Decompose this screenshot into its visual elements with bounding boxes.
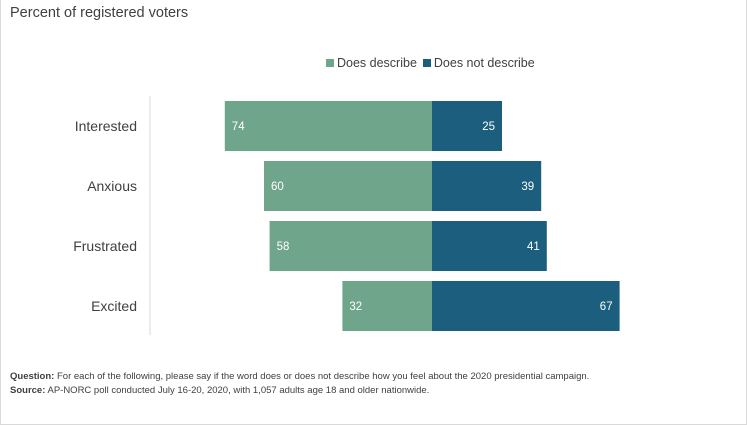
bar-not-describe-interested bbox=[432, 101, 502, 151]
data-label-not-describe-excited: 67 bbox=[600, 301, 613, 313]
question-label: Question: bbox=[10, 371, 55, 382]
source-text: AP-NORC poll conducted July 16-20, 2020,… bbox=[45, 385, 430, 396]
legend-item-not-describe: Does not describe bbox=[422, 56, 535, 70]
bar-describe-interested bbox=[224, 101, 432, 151]
chart-subtitle: Percent of registered voters bbox=[10, 5, 189, 21]
legend-swatch-describe bbox=[326, 59, 334, 67]
bar-describe-anxious bbox=[264, 161, 432, 211]
bar-not-describe-frustrated bbox=[432, 221, 547, 271]
question-note: Question: For each of the following, ple… bbox=[10, 370, 589, 384]
legend: Does describe Does not describe bbox=[326, 56, 541, 70]
bar-not-describe-excited bbox=[432, 281, 620, 331]
source-note: Source: AP-NORC poll conducted July 16-2… bbox=[10, 384, 589, 398]
data-label-describe-excited: 32 bbox=[349, 301, 362, 313]
data-label-describe-interested: 74 bbox=[232, 121, 245, 133]
legend-label-describe: Does describe bbox=[337, 56, 417, 70]
legend-label-not-describe: Does not describe bbox=[433, 56, 535, 70]
category-label-excited: Excited bbox=[91, 298, 137, 314]
data-label-not-describe-anxious: 39 bbox=[521, 181, 534, 193]
data-label-describe-anxious: 60 bbox=[271, 181, 284, 193]
bar-not-describe-anxious bbox=[432, 161, 542, 211]
question-text: For each of the following, please say if… bbox=[54, 371, 590, 382]
category-label-frustrated: Frustrated bbox=[73, 238, 137, 254]
data-label-not-describe-frustrated: 41 bbox=[527, 241, 540, 253]
data-label-not-describe-interested: 25 bbox=[482, 121, 495, 133]
legend-item-describe: Does describe bbox=[326, 56, 417, 70]
category-label-anxious: Anxious bbox=[87, 178, 137, 194]
bar-describe-excited bbox=[342, 281, 432, 331]
bar-describe-frustrated bbox=[269, 221, 432, 271]
data-label-describe-frustrated: 58 bbox=[277, 241, 290, 253]
chart-notes: Question: For each of the following, ple… bbox=[10, 370, 589, 398]
legend-swatch-not-describe bbox=[422, 59, 431, 67]
source-label: Source: bbox=[10, 385, 46, 396]
category-label-interested: Interested bbox=[75, 118, 137, 134]
